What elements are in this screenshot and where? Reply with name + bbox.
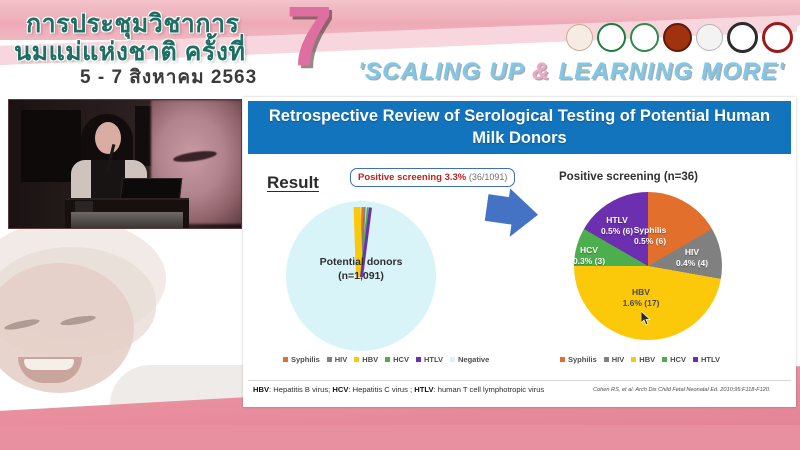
legend-label-hbv-right: HBV	[639, 355, 656, 364]
legend-swatch-hiv-right	[603, 357, 609, 362]
legend-swatch-hbv	[354, 357, 360, 362]
result-heading: Result	[267, 173, 319, 192]
legend-item-hbv-left: HBV	[354, 355, 378, 364]
logo-ministry-black-icon	[727, 22, 758, 53]
slide-content-area: Retrospective Review of Serological Test…	[243, 97, 796, 407]
logo-health-green-2-icon	[630, 23, 659, 52]
speaker-video-panel[interactable]	[8, 99, 242, 229]
pie-label-hbv: HBV 1.6% (17)	[613, 287, 669, 310]
pie-label-hiv-name: HIV	[684, 247, 700, 257]
conference-edition-number: 7	[286, 0, 333, 83]
footnote-hcv-text: : Hepatitis C virus ;	[348, 385, 415, 394]
positive-screening-count: (36/1091)	[468, 172, 508, 182]
footnote-htlv-text: : human T cell lymphotropic virus	[433, 385, 545, 394]
legend-label-hbv: HBV	[362, 355, 379, 364]
slide-title: Retrospective Review of Serological Test…	[248, 101, 791, 154]
sponsor-logo-row: สสส	[566, 22, 800, 53]
legend-label-hcv-right: HCV	[670, 355, 686, 364]
legend-swatch-syphilis-right	[560, 357, 565, 362]
legend-label-negative: Negative	[458, 355, 490, 364]
logo-health-green-1-icon	[597, 23, 626, 52]
pie-label-hbv-value: 1.6% (17)	[622, 298, 660, 309]
conference-title-thai-line2: นมแม่แห่งชาติ ครั้งที่	[14, 38, 246, 66]
mouse-cursor-icon	[641, 311, 651, 326]
logo-royal-crest-icon	[696, 24, 723, 51]
legend-label-htlv: HTLV	[423, 355, 443, 364]
legend-label-syphilis: Syphilis	[291, 355, 320, 364]
logo-thaihealth-icon: สสส	[797, 25, 800, 50]
footnote-htlv-key: HTLV	[414, 385, 434, 394]
legend-positive-screening: Syphilis HIV HBV HCV HTLV	[560, 355, 720, 364]
legend-label-hcv: HCV	[393, 355, 409, 364]
legend-item-htlv-right: HTLV	[692, 355, 720, 364]
pie-label-hbv-name: HBV	[632, 287, 650, 297]
conference-title-thai-line1: การประชุมวิชาการ	[26, 10, 240, 38]
potential-donors-subtitle: (n=1,091)	[338, 270, 384, 283]
pie-label-syphilis-name: Syphilis	[633, 225, 667, 235]
pie-label-syphilis-value: 0.5% (6)	[633, 236, 667, 247]
legend-potential-donors: Syphilis HIV HBV HCV HTLV Negative	[283, 355, 489, 364]
podium-badge	[75, 201, 93, 215]
speaker-face	[95, 122, 121, 154]
legend-swatch-hbv-right	[631, 357, 637, 362]
legend-item-hcv-left: HCV	[385, 355, 409, 364]
legend-swatch-htlv	[415, 357, 421, 362]
potential-donors-label: Potential donors (n=1,091)	[286, 255, 436, 283]
child-teeth	[24, 359, 74, 370]
footnote-hbv-text: : Hepatitis B virus;	[269, 385, 333, 394]
podium-base	[71, 212, 183, 228]
pie-label-hcv: HCV 0.3% (3)	[567, 245, 611, 268]
pie-label-htlv-value: 0.5% (6)	[600, 226, 634, 237]
pie-label-hiv-value: 0.4% (4)	[675, 258, 709, 269]
footnote-hbv-key: HBV	[253, 385, 270, 394]
legend-item-hiv-right: HIV	[603, 355, 625, 364]
footer-pink-bar	[0, 425, 800, 450]
legend-swatch-hiv	[326, 357, 332, 362]
abbreviation-footnote: HBV: Hepatitis B virus; HCV: Hepatitis C…	[253, 385, 544, 394]
logo-foundation-icon	[566, 24, 593, 51]
conference-date-thai: 5 - 7 สิงหาคม 2563	[80, 67, 258, 88]
legend-label-htlv-right: HTLV	[700, 355, 720, 364]
positive-screening-pie-title: Positive screening (n=36)	[559, 171, 699, 183]
positive-screening-percent: Positive screening 3.3%	[358, 172, 467, 183]
legend-swatch-hcv-right	[662, 357, 668, 362]
legend-item-hbv-right: HBV	[631, 355, 655, 364]
positive-screening-pie-chart	[574, 192, 722, 340]
logo-royal-emblem-icon	[663, 23, 692, 52]
pie-label-hiv: HIV 0.4% (4)	[671, 247, 713, 270]
legend-item-syphilis-left: Syphilis	[283, 355, 320, 364]
pie-label-hcv-value: 0.3% (3)	[572, 256, 606, 267]
source-citation: Cohen RS, et al. Arch Dis Child Fetal Ne…	[593, 387, 771, 393]
legend-item-hcv-right: HCV	[662, 355, 686, 364]
pie-label-htlv-name: HTLV	[606, 215, 628, 225]
pie-label-syphilis: Syphilis 0.5% (6)	[623, 225, 677, 248]
conference-header-banner: การประชุมวิชาการ นมแม่แห่งชาติ ครั้งที่ …	[0, 0, 800, 95]
potential-donors-pie-chart	[286, 201, 436, 351]
logo-red-crest-icon	[762, 22, 793, 53]
potential-donors-title: Potential donors	[319, 256, 403, 268]
flow-arrow-icon	[483, 186, 541, 241]
legend-label-hiv-right: HIV	[611, 355, 625, 364]
tagline-part2: LEARNING MORE'	[550, 58, 785, 85]
legend-swatch-negative	[450, 357, 455, 362]
legend-item-negative-left: Negative	[450, 355, 489, 364]
pie-label-htlv: HTLV 0.5% (6)	[595, 215, 639, 238]
background-child-photo	[0, 225, 250, 425]
legend-label-syphilis-right: Syphilis	[568, 355, 597, 364]
conference-tagline: 'SCALING UP & LEARNING MORE'	[358, 58, 785, 86]
legend-swatch-syphilis	[283, 357, 288, 362]
tagline-part1: 'SCALING UP	[358, 58, 532, 85]
footnote-divider	[248, 380, 791, 381]
legend-item-syphilis-right: Syphilis	[560, 355, 597, 364]
legend-swatch-hcv	[385, 357, 391, 362]
legend-swatch-htlv-right	[692, 357, 698, 362]
legend-item-htlv-left: HTLV	[415, 355, 443, 364]
legend-item-hiv-left: HIV	[326, 355, 348, 364]
pie-label-hcv-name: HCV	[580, 245, 598, 255]
tagline-ampersand: &	[531, 58, 551, 85]
legend-label-hiv: HIV	[334, 355, 348, 364]
positive-screening-callout: Positive screening 3.3% (36/1091)	[350, 168, 516, 187]
footnote-hcv-key: HCV	[332, 385, 349, 394]
